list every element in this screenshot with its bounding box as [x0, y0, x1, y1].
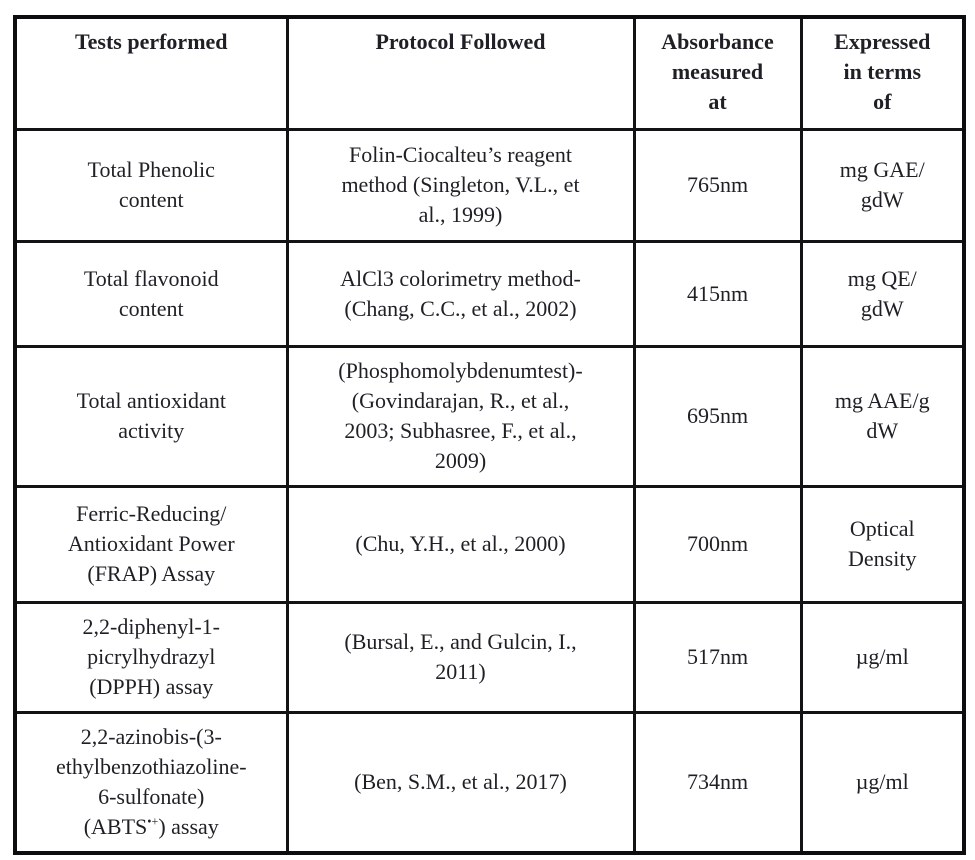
table-row-total-phenolic: Total Phenolic content Folin-Ciocalteu’s…	[13, 127, 966, 243]
cell-test-name: Total Phenolic content	[13, 127, 289, 243]
cell-expressed: µg/ml	[799, 600, 966, 714]
header-tests-performed: Tests performed	[13, 15, 289, 131]
cell-expressed: mg AAE/g dW	[799, 344, 966, 488]
header-absorbance-measured-at: Absorbance measured at	[632, 15, 803, 131]
cell-test-name: Total antioxidant activity	[13, 344, 289, 488]
cell-absorbance: 765nm	[632, 127, 803, 243]
cell-expressed: Optical Density	[799, 484, 966, 604]
table-row-frap: Ferric-Reducing/ Antioxidant Power (FRAP…	[13, 484, 966, 604]
cell-absorbance: 734nm	[632, 710, 803, 855]
cell-expressed: mg QE/ gdW	[799, 239, 966, 348]
cell-absorbance: 517nm	[632, 600, 803, 714]
table-row-total-flavonoid: Total flavonoid content AlCl3 colorimetr…	[13, 239, 966, 348]
header-row: Tests performed Protocol Followed Absorb…	[13, 15, 966, 131]
cell-protocol: (Chu, Y.H., et al., 2000)	[285, 484, 636, 604]
abts-name-pre: 2,2-azinobis-(3- ethylbenzothiazoline- 6…	[55, 724, 247, 840]
abts-radical-superscript: •+	[147, 814, 159, 829]
abts-name-post: ) assay	[158, 814, 219, 840]
header-protocol-followed: Protocol Followed	[285, 15, 636, 131]
cell-test-name: Ferric-Reducing/ Antioxidant Power (FRAP…	[13, 484, 289, 604]
cell-expressed: µg/ml	[799, 710, 966, 855]
cell-protocol: Folin-Ciocalteu’s reagent method (Single…	[285, 127, 636, 243]
table-row-abts: 2,2-azinobis-(3- ethylbenzothiazoline- 6…	[13, 710, 966, 855]
cell-protocol: AlCl3 colorimetry method- (Chang, C.C., …	[285, 239, 636, 348]
cell-protocol: (Bursal, E., and Gulcin, I., 2011)	[285, 600, 636, 714]
cell-test-name: Total flavonoid content	[13, 239, 289, 348]
cell-absorbance: 700nm	[632, 484, 803, 604]
cell-absorbance: 415nm	[632, 239, 803, 348]
cell-protocol: (Phosphomolybdenumtest)- (Govindarajan, …	[285, 344, 636, 488]
cell-protocol: (Ben, S.M., et al., 2017)	[285, 710, 636, 855]
table-row-dpph: 2,2-diphenyl-1- picrylhydrazyl (DPPH) as…	[13, 600, 966, 714]
assay-methods-table: Tests performed Protocol Followed Absorb…	[13, 15, 966, 855]
cell-absorbance: 695nm	[632, 344, 803, 488]
header-expressed-in-terms-of: Expressed in terms of	[799, 15, 966, 131]
cell-expressed: mg GAE/ gdW	[799, 127, 966, 243]
table-row-total-antioxidant: Total antioxidant activity (Phosphomolyb…	[13, 344, 966, 488]
cell-test-name: 2,2-azinobis-(3- ethylbenzothiazoline- 6…	[13, 710, 289, 855]
cell-test-name: 2,2-diphenyl-1- picrylhydrazyl (DPPH) as…	[13, 600, 289, 714]
